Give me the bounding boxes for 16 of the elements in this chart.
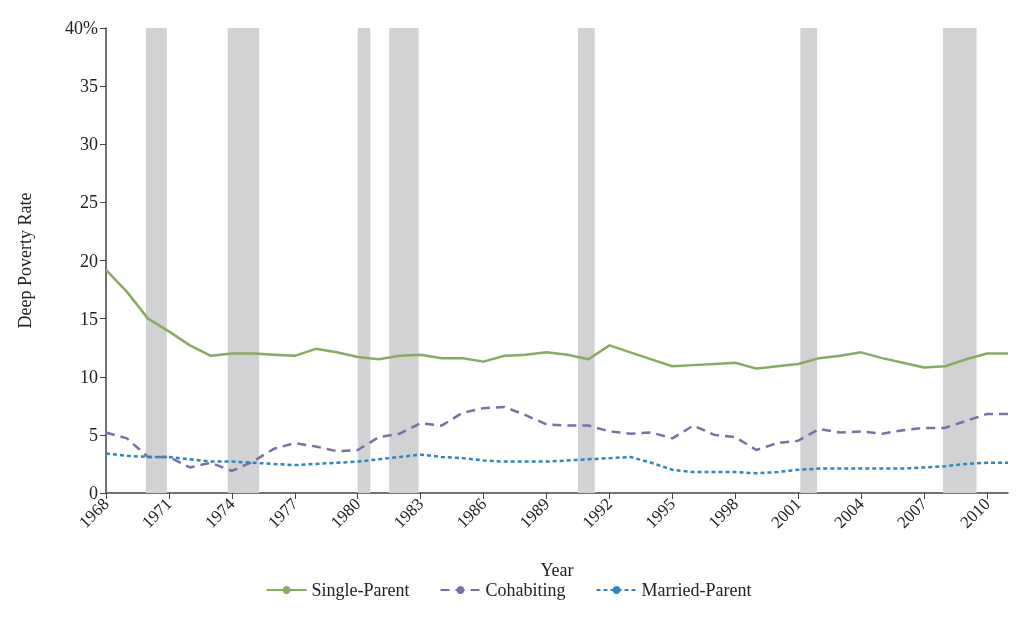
y-tick-label: 10	[80, 366, 98, 387]
line-series	[104, 405, 1009, 473]
y-tick-label: 5	[89, 424, 98, 445]
line-series	[104, 268, 1009, 370]
y-tick-label: 20	[80, 250, 98, 271]
y-tick-label: 15	[80, 308, 98, 329]
line-series	[104, 452, 1009, 475]
y-tick-label: 25	[80, 192, 98, 213]
legend-label: Single-Parent	[311, 580, 410, 600]
legend-label: Married-Parent	[641, 580, 752, 600]
y-tick-label: 40%	[65, 18, 98, 38]
x-axis-title: Year	[540, 560, 574, 580]
y-tick-label: 35	[80, 76, 98, 97]
y-axis-title: Deep Poverty Rate	[15, 192, 35, 329]
legend-label: Cohabiting	[485, 580, 566, 600]
y-tick-label: 30	[80, 134, 98, 155]
